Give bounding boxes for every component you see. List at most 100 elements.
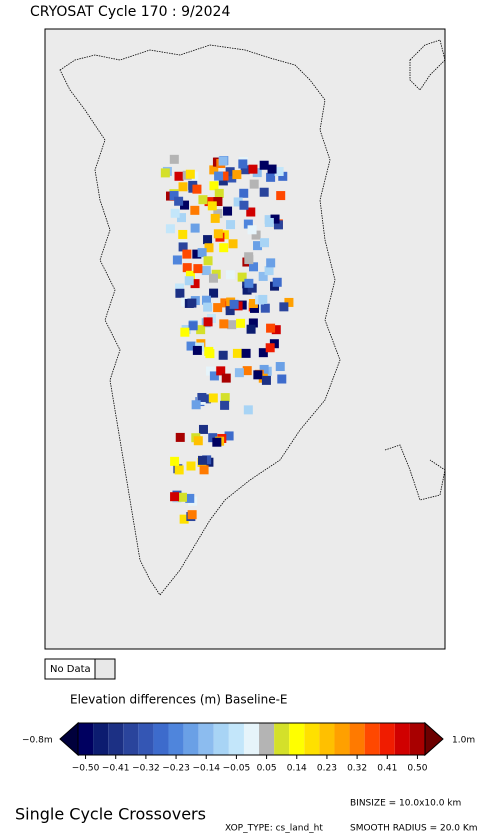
bin bbox=[174, 465, 184, 475]
map-frame bbox=[44, 28, 446, 650]
bin bbox=[197, 392, 207, 402]
bin bbox=[178, 242, 188, 252]
bin bbox=[277, 374, 287, 384]
bin bbox=[165, 224, 175, 234]
bin bbox=[278, 171, 288, 181]
colorbar-segment bbox=[228, 723, 244, 755]
bin bbox=[226, 220, 236, 230]
bin bbox=[208, 393, 218, 403]
colorbar-tick-label: −0.32 bbox=[132, 764, 160, 774]
bin bbox=[187, 510, 197, 520]
bin bbox=[244, 278, 254, 288]
bin bbox=[176, 213, 186, 223]
bin bbox=[197, 455, 207, 465]
bin bbox=[249, 303, 259, 313]
bin bbox=[227, 173, 237, 183]
bin bbox=[214, 171, 224, 181]
bin bbox=[229, 299, 239, 309]
colorbar-segment bbox=[213, 723, 229, 755]
bin bbox=[266, 258, 276, 268]
bin bbox=[233, 197, 243, 207]
bin bbox=[190, 223, 200, 233]
bin bbox=[244, 255, 254, 265]
bin bbox=[201, 394, 211, 404]
bin bbox=[221, 373, 231, 383]
bin bbox=[236, 318, 246, 328]
bin bbox=[182, 249, 192, 259]
bin bbox=[210, 213, 220, 223]
bin bbox=[253, 370, 263, 380]
crossover-bins bbox=[160, 154, 294, 524]
bin bbox=[191, 400, 201, 410]
bin bbox=[246, 207, 256, 217]
bin bbox=[248, 164, 258, 174]
bin bbox=[180, 327, 190, 337]
bin bbox=[190, 279, 200, 289]
colorbar-segment bbox=[138, 723, 154, 755]
bin bbox=[275, 362, 285, 372]
bin bbox=[180, 200, 190, 210]
bin bbox=[169, 191, 179, 201]
bin bbox=[241, 348, 251, 358]
bin bbox=[248, 318, 258, 328]
bin bbox=[213, 303, 223, 313]
bin bbox=[198, 195, 208, 205]
bin bbox=[182, 263, 192, 273]
bin bbox=[187, 298, 197, 308]
bin bbox=[227, 320, 237, 330]
bin bbox=[175, 432, 185, 442]
bin bbox=[199, 465, 209, 475]
colorbar-tick-label: −0.05 bbox=[223, 764, 251, 774]
colorbar-segment bbox=[93, 723, 109, 755]
colorbar-tick-label: 0.23 bbox=[317, 764, 337, 774]
colorbar-segment bbox=[108, 723, 124, 755]
bin bbox=[264, 217, 274, 227]
bin bbox=[272, 277, 282, 287]
bin bbox=[279, 302, 289, 312]
smooth-radius: SMOOTH RADIUS = 20.0 Km bbox=[350, 824, 478, 834]
bin bbox=[220, 400, 230, 410]
bin bbox=[214, 188, 224, 198]
bin bbox=[260, 303, 270, 313]
bin bbox=[204, 243, 214, 253]
bin bbox=[264, 266, 274, 276]
bin bbox=[232, 348, 242, 358]
bin bbox=[219, 243, 229, 253]
colorbar-title: Elevation differences (m) Baseline-E bbox=[70, 693, 288, 707]
bin bbox=[266, 323, 276, 333]
bin bbox=[238, 159, 248, 169]
bin bbox=[190, 205, 200, 215]
colorbar-tick-label: −0.41 bbox=[102, 764, 130, 774]
bin bbox=[219, 171, 229, 181]
bin bbox=[198, 424, 208, 434]
bin bbox=[160, 168, 170, 178]
bin bbox=[209, 181, 219, 191]
bin bbox=[248, 299, 258, 309]
bin bbox=[247, 225, 257, 235]
bin bbox=[220, 298, 230, 308]
no-data-label: No Data bbox=[50, 664, 91, 675]
bin bbox=[206, 366, 216, 376]
colorbar-max: 1.0m bbox=[452, 736, 475, 746]
colorbar-segment bbox=[78, 723, 94, 755]
bin bbox=[216, 366, 226, 376]
bin bbox=[239, 200, 249, 210]
colorbar-segment bbox=[153, 723, 169, 755]
bin bbox=[247, 283, 257, 293]
bin bbox=[186, 341, 196, 351]
bin bbox=[204, 346, 214, 356]
bin bbox=[203, 317, 213, 327]
bin bbox=[259, 160, 269, 170]
bin bbox=[185, 493, 195, 503]
bin bbox=[239, 188, 249, 198]
bin bbox=[184, 276, 194, 286]
bin bbox=[266, 172, 276, 182]
coastline bbox=[59, 39, 446, 596]
bin bbox=[192, 184, 202, 194]
bin bbox=[185, 270, 195, 280]
colorbar-segment bbox=[168, 723, 184, 755]
colorbar-high bbox=[424, 721, 444, 757]
colorbar-segment bbox=[349, 723, 365, 755]
bin bbox=[209, 288, 219, 298]
